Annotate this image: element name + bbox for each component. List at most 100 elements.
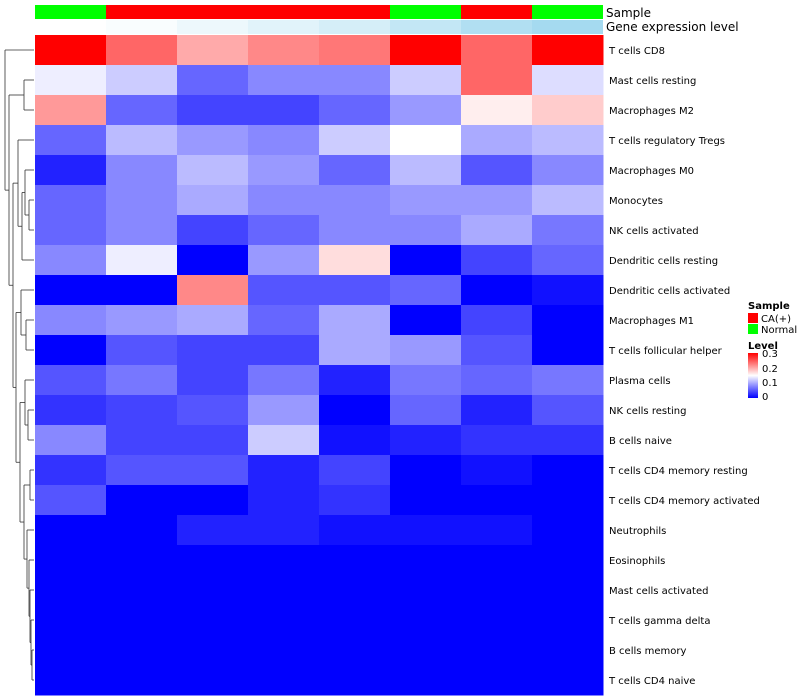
heatmap-cell <box>106 425 178 456</box>
sample-annotation-track <box>35 5 603 19</box>
heatmap-cell <box>248 455 320 486</box>
heatmap-cell <box>177 155 249 186</box>
heatmap-cell <box>390 245 462 276</box>
legend-label-normal: Normal <box>761 325 797 336</box>
sample-annotation-cell <box>319 5 390 19</box>
heatmap-cell <box>461 335 533 366</box>
heatmap-cell <box>532 515 604 546</box>
heatmap-cell <box>177 425 249 456</box>
heatmap-cell <box>35 185 107 216</box>
row-label: NK cells resting <box>609 406 686 417</box>
heatmap-cell <box>532 275 604 306</box>
heatmap-cell <box>461 305 533 336</box>
heatmap-cell <box>461 95 533 126</box>
heatmap-cell <box>177 215 249 246</box>
heatmap-cell <box>461 35 533 66</box>
heatmap-cell <box>532 665 604 696</box>
gene-expression-annotation-cell <box>35 20 106 34</box>
heatmap-cell <box>319 635 391 666</box>
row-label: T cells gamma delta <box>608 616 710 627</box>
row-label: NK cells activated <box>609 226 699 237</box>
heatmap-cell <box>248 275 320 306</box>
heatmap-cell <box>248 365 320 396</box>
heatmap-cell <box>532 365 604 396</box>
heatmap-cell <box>35 575 107 606</box>
gene-expression-annotation-track <box>35 20 603 34</box>
heatmap-cell <box>106 35 178 66</box>
heatmap-cell <box>177 245 249 276</box>
row-label: B cells naive <box>609 436 672 447</box>
heatmap-cell <box>390 605 462 636</box>
heatmap-cell <box>532 575 604 606</box>
heatmap-cell <box>390 545 462 576</box>
heatmap-cell <box>390 575 462 606</box>
heatmap-cell <box>461 485 533 516</box>
heatmap-cell <box>319 185 391 216</box>
heatmap-cell <box>248 485 320 516</box>
row-label: T cells CD4 memory activated <box>608 496 760 507</box>
heatmap-cell <box>461 605 533 636</box>
heatmap-cell <box>532 95 604 126</box>
heatmap-cell <box>319 305 391 336</box>
heatmap-cell <box>390 365 462 396</box>
row-label: T cells CD4 memory resting <box>608 466 748 477</box>
heatmap-cell <box>35 395 107 426</box>
row-label: Mast cells resting <box>609 76 696 87</box>
heatmap-cell <box>319 395 391 426</box>
gene-expression-annotation-cell <box>248 20 319 34</box>
heatmap-cell <box>532 245 604 276</box>
heatmap-cell <box>177 635 249 666</box>
sample-annotation-cell <box>532 5 603 19</box>
heatmap-cell <box>248 95 320 126</box>
heatmap-cell <box>532 635 604 666</box>
heatmap-cell <box>106 545 178 576</box>
legend-sample-title: Sample <box>748 301 790 312</box>
row-label: T cells regulatory Tregs <box>608 136 725 147</box>
heatmap-cell <box>106 575 178 606</box>
heatmap-cell <box>248 125 320 156</box>
heatmap-cell <box>106 365 178 396</box>
legend-tick-2: 0.1 <box>762 378 778 389</box>
heatmap-cell <box>177 35 249 66</box>
heatmap-cell <box>35 305 107 336</box>
heatmap-cell <box>35 425 107 456</box>
heatmap-cell <box>461 425 533 456</box>
heatmap-cell <box>532 215 604 246</box>
sample-annotation-cell <box>248 5 319 19</box>
row-label: T cells CD4 naive <box>608 676 695 687</box>
heatmap-cell <box>35 65 107 96</box>
heatmap-cell <box>461 575 533 606</box>
heatmap-cell <box>177 545 249 576</box>
heatmap-cell <box>461 395 533 426</box>
gene-expression-annotation-cell <box>319 20 390 34</box>
heatmap-cell <box>248 605 320 636</box>
heatmap-cell <box>248 425 320 456</box>
heatmap-cell <box>461 635 533 666</box>
heatmap-cell <box>106 515 178 546</box>
heatmap-cell <box>35 215 107 246</box>
gene-expression-annotation-cell <box>177 20 248 34</box>
heatmap-cell <box>35 155 107 186</box>
heatmap-cell <box>532 35 604 66</box>
gene-expression-annotation-cell <box>461 20 532 34</box>
heatmap-cell <box>532 305 604 336</box>
heatmap-cell <box>532 65 604 96</box>
heatmap-cell <box>390 335 462 366</box>
row-label: Macrophages M2 <box>609 106 694 117</box>
row-label: Macrophages M1 <box>609 316 694 327</box>
gene-expression-track-title: Gene expression level <box>606 20 739 34</box>
heatmap-cell <box>319 365 391 396</box>
heatmap-cell <box>106 125 178 156</box>
row-label: B cells memory <box>609 646 686 657</box>
heatmap-cell <box>106 635 178 666</box>
heatmap-cell <box>35 605 107 636</box>
heatmap-cell <box>532 185 604 216</box>
heatmap-cell <box>319 485 391 516</box>
heatmap-cell <box>106 485 178 516</box>
heatmap-cell <box>390 485 462 516</box>
heatmap-cell <box>532 425 604 456</box>
row-label: Neutrophils <box>609 526 666 537</box>
heatmap-cell <box>461 65 533 96</box>
heatmap-cell <box>248 635 320 666</box>
